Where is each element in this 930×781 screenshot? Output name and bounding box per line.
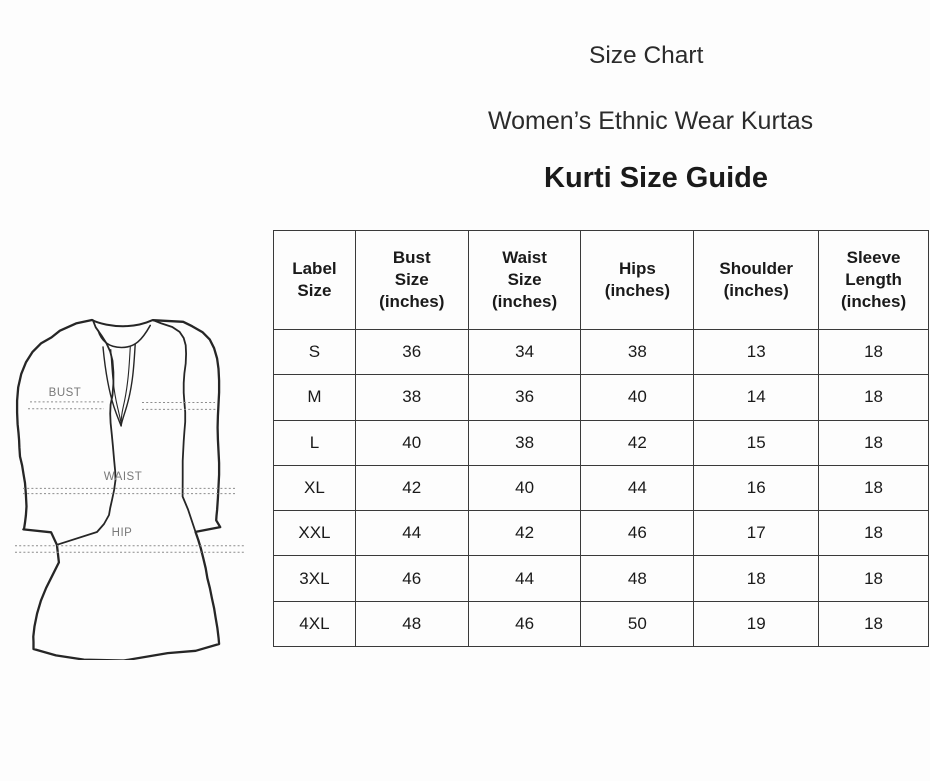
svg-text:WAIST: WAIST <box>104 471 143 483</box>
svg-text:HIP: HIP <box>112 527 133 539</box>
svg-text:BUST: BUST <box>49 387 82 399</box>
